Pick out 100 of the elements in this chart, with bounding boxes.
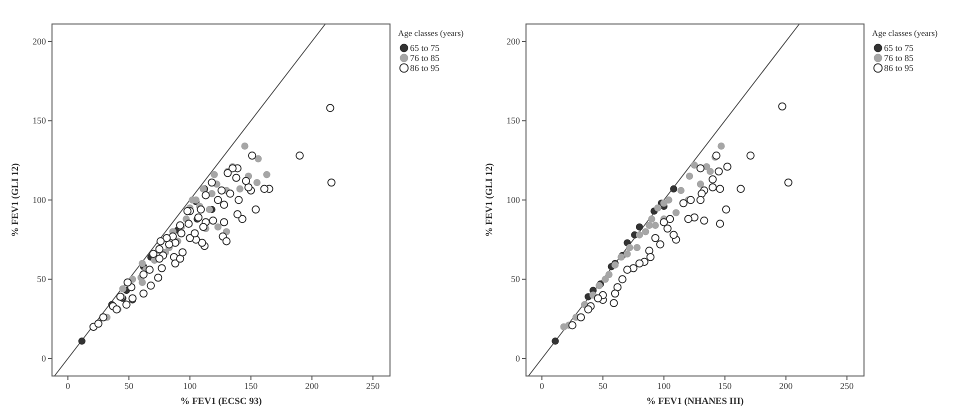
x-tick-label: 150 <box>244 381 258 391</box>
point <box>723 162 732 171</box>
point <box>736 184 745 193</box>
point <box>670 230 678 239</box>
point <box>663 224 672 233</box>
point <box>651 234 660 242</box>
point <box>602 276 609 283</box>
legend-label: 86 to 95 <box>884 63 914 74</box>
x-tick-label: 200 <box>305 381 320 391</box>
x-axis-title: % FEV1 (NHANES III) <box>646 397 744 407</box>
point <box>642 228 650 236</box>
y-tick-label: 200 <box>506 36 520 46</box>
point <box>679 199 688 208</box>
point <box>660 218 668 226</box>
point <box>716 184 724 193</box>
point <box>568 321 576 330</box>
point <box>746 152 755 160</box>
x-axis-title: % FEV1 (ECSC 93) <box>180 397 262 407</box>
y-axis-title: % FEV1 (GLI 12) <box>11 163 21 237</box>
y-tick-label: 100 <box>506 194 520 205</box>
legend-label: 65 to 75 <box>884 43 914 54</box>
x-tick-label: 50 <box>598 381 608 391</box>
y-tick-label: 0 <box>516 353 520 364</box>
legend-label: 76 to 85 <box>410 53 440 64</box>
point <box>714 167 723 176</box>
point <box>656 240 664 248</box>
y-axis-title: % FEV1 (GLI 12) <box>485 163 495 237</box>
x-tick-label: 200 <box>779 381 794 391</box>
point <box>708 175 717 184</box>
point <box>672 209 680 216</box>
point <box>605 270 613 278</box>
y-tick-label: 0 <box>42 353 46 364</box>
point <box>254 155 262 162</box>
point <box>722 205 730 214</box>
point <box>206 206 214 214</box>
point <box>696 180 704 188</box>
y-tick-label: 150 <box>32 116 46 126</box>
y-tick-label: 100 <box>32 194 46 205</box>
point <box>716 220 724 228</box>
y-tick-label: 150 <box>506 116 520 126</box>
x-tick-label: 250 <box>366 381 380 391</box>
point <box>633 244 641 252</box>
point <box>610 289 620 298</box>
y-tick-label: 50 <box>511 274 520 284</box>
point <box>610 298 618 308</box>
point <box>594 294 602 302</box>
point <box>652 222 659 229</box>
x-tick-label: 100 <box>183 381 198 391</box>
point <box>696 196 705 204</box>
point <box>263 171 270 178</box>
point <box>696 164 705 172</box>
point <box>636 223 644 231</box>
point <box>576 313 586 322</box>
point <box>236 185 244 192</box>
point <box>700 216 708 225</box>
point <box>646 252 655 262</box>
point <box>78 338 86 345</box>
point <box>654 204 662 212</box>
point <box>253 178 261 186</box>
point <box>686 172 694 180</box>
point <box>677 186 685 194</box>
x-tick-label: 0 <box>66 381 71 391</box>
point <box>670 185 678 192</box>
legend-label: 65 to 75 <box>410 43 440 54</box>
point <box>784 178 792 187</box>
point <box>138 260 146 268</box>
point <box>686 196 695 204</box>
point <box>660 200 668 207</box>
legend-title: Age classes (years) <box>398 28 464 38</box>
point <box>690 162 698 169</box>
legend-label: 76 to 85 <box>884 53 914 64</box>
x-tick-label: 100 <box>657 381 672 391</box>
point <box>119 285 126 292</box>
point <box>718 142 725 150</box>
point <box>666 214 674 224</box>
point <box>624 250 631 258</box>
point <box>552 338 559 345</box>
x-tick-label: 0 <box>540 381 545 391</box>
point <box>778 102 786 111</box>
point <box>584 305 592 314</box>
legend-title: Age classes (years) <box>872 28 938 38</box>
point <box>214 223 222 231</box>
point <box>241 142 248 150</box>
point <box>623 266 632 274</box>
y-tick-label: 200 <box>32 36 46 46</box>
point <box>684 214 692 224</box>
point <box>646 222 653 229</box>
point <box>618 275 626 284</box>
point <box>560 323 568 330</box>
point <box>635 259 644 268</box>
point <box>636 231 644 238</box>
point <box>708 183 717 192</box>
point <box>626 244 634 252</box>
legend-label: 86 to 95 <box>410 63 440 74</box>
point <box>706 168 714 176</box>
point <box>648 215 656 223</box>
x-tick-label: 250 <box>840 381 854 391</box>
y-tick-label: 50 <box>37 274 46 284</box>
x-tick-label: 150 <box>718 381 732 391</box>
x-tick-label: 50 <box>124 381 134 391</box>
